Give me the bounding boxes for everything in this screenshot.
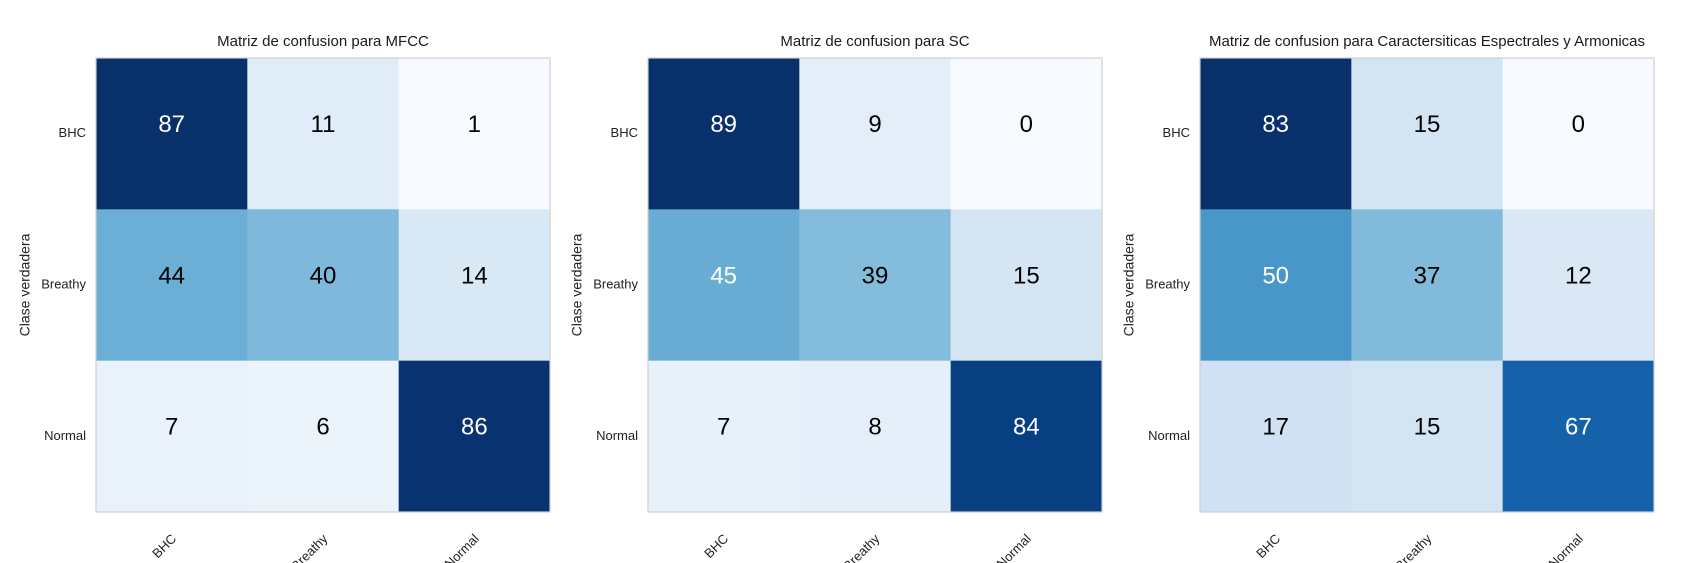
matrix-cell	[1200, 58, 1352, 210]
matrix-cell	[247, 209, 400, 362]
matrix-cell	[247, 58, 400, 210]
cell-value-label: 15	[1414, 414, 1441, 441]
matrix-cell	[96, 360, 248, 513]
y-tick-label: Breathy	[1145, 276, 1190, 291]
matrix-cell	[1502, 58, 1655, 210]
matrix-cell	[648, 58, 800, 210]
matrix-cell	[398, 209, 551, 362]
axes-frame	[647, 57, 1103, 513]
matrix-cell	[648, 209, 800, 362]
chart-title: Matriz de confusion para MFCC	[217, 33, 429, 50]
cell-value-label: 12	[1565, 262, 1592, 289]
matrix-cell	[1502, 209, 1655, 362]
x-tick-label: Breathy	[288, 531, 331, 563]
cell-value-label: 11	[311, 111, 336, 138]
matrix-cell	[799, 360, 952, 513]
x-tick-label: Normal	[1546, 531, 1586, 563]
cell-value-label: 14	[461, 262, 488, 289]
y-tick-label: BHC	[59, 125, 86, 140]
cell-value-label: 6	[316, 414, 329, 441]
y-tick-label: Breathy	[41, 276, 86, 291]
cell-value-label: 67	[1565, 414, 1592, 441]
matrix-cell	[648, 360, 800, 513]
confusion-matrix-panel-3: 83 15 0 50 37 12 17 15 67 Matriz de confusion par…	[1121, 33, 1655, 563]
axes-frame	[1199, 57, 1655, 513]
y-tick-label: BHC	[1163, 125, 1190, 140]
axes-frame	[95, 57, 551, 513]
y-tick-label: Normal	[596, 428, 638, 443]
cell-value-label: 15	[1414, 111, 1441, 138]
matrix-cell	[1502, 360, 1655, 513]
matrix-cell	[247, 360, 400, 513]
y-tick-label: Normal	[44, 428, 86, 443]
matrix-cell	[1351, 58, 1504, 210]
x-tick-label: BHC	[149, 531, 179, 561]
x-tick-label: Breathy	[840, 531, 883, 563]
cell-value-label: 0	[1572, 111, 1585, 138]
x-tick-label: BHC	[701, 531, 731, 561]
cell-value-label: 50	[1262, 262, 1289, 289]
cell-value-label: 8	[868, 414, 881, 441]
x-tick-label: BHC	[1253, 531, 1283, 561]
cell-value-label: 17	[1262, 414, 1289, 441]
cell-value-label: 7	[165, 414, 178, 441]
matrix-cell	[1200, 360, 1352, 513]
cell-value-label: 87	[158, 111, 185, 138]
matrix-cell	[1351, 360, 1504, 513]
matrix-cell	[398, 58, 551, 210]
y-axis-label: Clase verdadera	[569, 233, 585, 336]
matrix-cell	[398, 360, 551, 513]
matrix-cell	[950, 209, 1103, 362]
x-tick-label: Normal	[442, 531, 482, 563]
chart-title: Matriz de confusion para Caractersiticas…	[1209, 33, 1645, 50]
cell-value-label: 7	[717, 414, 730, 441]
matrix-cell	[950, 58, 1103, 210]
matrix-cell	[1351, 209, 1504, 362]
cell-value-label: 15	[1013, 262, 1040, 289]
y-axis-label: Clase verdadera	[17, 233, 33, 336]
x-tick-label: Breathy	[1392, 531, 1435, 563]
cell-value-label: 86	[461, 414, 488, 441]
cell-value-label: 39	[862, 262, 889, 289]
x-tick-label: Normal	[994, 531, 1034, 563]
cell-value-label: 0	[1020, 111, 1033, 138]
cell-value-label: 9	[868, 111, 881, 138]
matrix-cell	[799, 58, 952, 210]
matrix-cell	[1200, 209, 1352, 362]
matrix-cell	[950, 360, 1103, 513]
cell-value-label: 44	[158, 262, 185, 289]
cell-value-label: 40	[310, 262, 337, 289]
y-tick-label: Breathy	[593, 276, 638, 291]
cell-value-label: 45	[710, 262, 737, 289]
matrix-cell	[799, 209, 952, 362]
chart-title: Matriz de confusion para SC	[780, 33, 969, 50]
matrix-cell	[96, 58, 248, 210]
y-tick-label: Normal	[1148, 428, 1190, 443]
cell-value-label: 37	[1414, 262, 1441, 289]
matrix-cell	[96, 209, 248, 362]
cell-value-label: 89	[710, 111, 737, 138]
cell-value-label: 83	[1262, 111, 1289, 138]
cell-value-label: 84	[1013, 414, 1040, 441]
y-axis-label: Clase verdadera	[1121, 233, 1137, 336]
y-tick-label: BHC	[611, 125, 638, 140]
confusion-matrix-panel-2: 89 9 0 45 39 15 7 8 84 Matriz de confusion para S…	[569, 33, 1103, 563]
cell-value-label: 1	[468, 111, 481, 138]
